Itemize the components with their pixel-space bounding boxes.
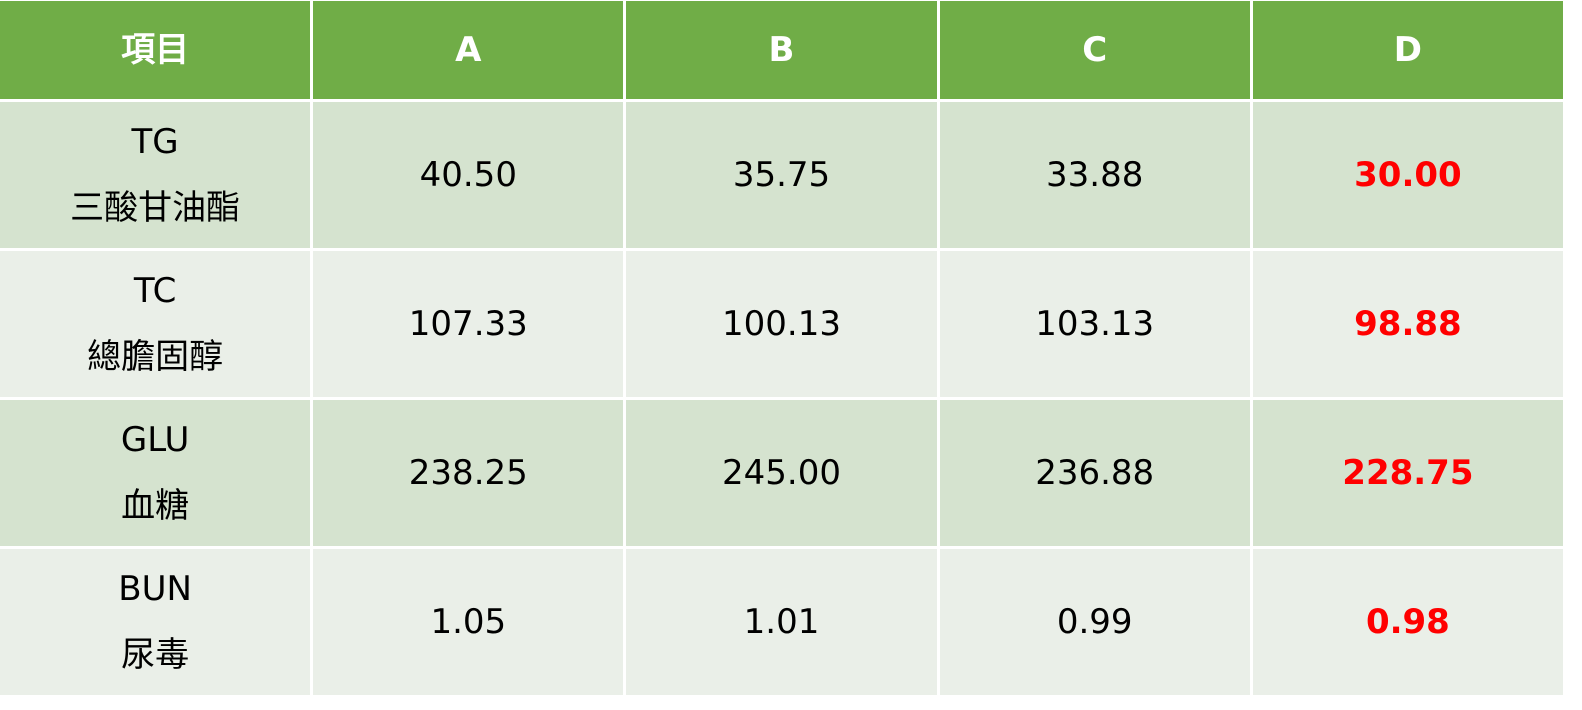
data-table: 項目 A B C D TG 三酸甘油酯 40.50 35.75 33.88 30.00 TC 總膽固醇 1… <box>0 1 1563 695</box>
row-sublabel: 血糖 <box>121 486 190 526</box>
row-label-cell: BUN 尿毒 <box>0 549 311 695</box>
row-label-cell: GLU 血糖 <box>0 400 311 546</box>
header-cell: B <box>626 1 937 99</box>
value-cell: 245.00 <box>626 400 937 546</box>
value-cell: 30.00 <box>1252 102 1563 248</box>
row-label-cell: TG 三酸甘油酯 <box>0 102 311 248</box>
value-cell: 33.88 <box>939 102 1250 248</box>
value-cell: 236.88 <box>939 400 1250 546</box>
row-sublabel: 三酸甘油酯 <box>70 188 241 228</box>
value-cell: 100.13 <box>626 251 937 397</box>
value-cell: 40.50 <box>313 102 624 248</box>
row-label: BUN <box>118 569 192 609</box>
value-cell: 0.99 <box>939 549 1250 695</box>
value-cell: 35.75 <box>626 102 937 248</box>
header-cell: A <box>313 1 624 99</box>
value-cell: 1.01 <box>626 549 937 695</box>
row-label-cell: TC 總膽固醇 <box>0 251 311 397</box>
value-cell: 98.88 <box>1252 251 1563 397</box>
row-sublabel: 尿毒 <box>121 635 190 675</box>
value-cell: 228.75 <box>1252 400 1563 546</box>
header-cell: 項目 <box>0 1 311 99</box>
value-cell: 103.13 <box>939 251 1250 397</box>
value-cell: 1.05 <box>313 549 624 695</box>
value-cell: 0.98 <box>1252 549 1563 695</box>
value-cell: 238.25 <box>313 400 624 546</box>
header-cell: C <box>939 1 1250 99</box>
row-label: TC <box>133 271 177 311</box>
row-label: GLU <box>120 420 190 460</box>
row-sublabel: 總膽固醇 <box>87 337 224 377</box>
header-cell: D <box>1252 1 1563 99</box>
value-cell: 107.33 <box>313 251 624 397</box>
row-label: TG <box>131 122 179 162</box>
